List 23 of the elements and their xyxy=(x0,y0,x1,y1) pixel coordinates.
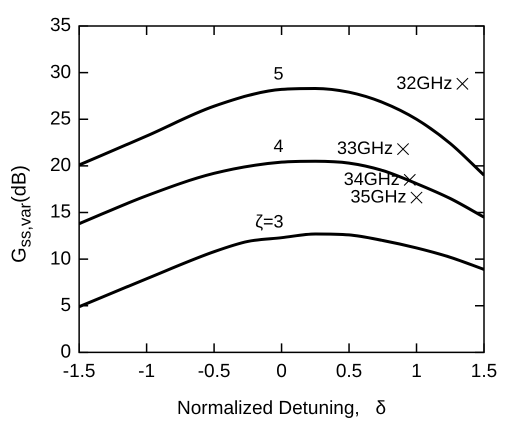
annotation: 32GHz xyxy=(396,72,452,93)
annotation: 34GHz xyxy=(344,168,400,189)
x-tick-label: 1 xyxy=(411,361,422,382)
y-tick-label: 30 xyxy=(50,62,72,83)
annotation: 33GHz xyxy=(336,138,394,158)
x-tick-label: 0 xyxy=(276,361,287,382)
x-tick-label: -0.5 xyxy=(198,361,230,382)
x-tick-label: -1.5 xyxy=(62,361,96,382)
annotation: 35GHz xyxy=(350,186,407,207)
y-tick-label: 20 xyxy=(50,155,72,176)
x-tick-label: 0.5 xyxy=(336,361,362,382)
x-tick-label: 1.5 xyxy=(470,361,498,382)
series-label: 4 xyxy=(274,136,284,156)
y-tick-label: 10 xyxy=(50,248,72,270)
y-tick-label: 35 xyxy=(50,15,72,36)
series-label: 5 xyxy=(274,63,284,84)
y-tick-label: 25 xyxy=(50,108,72,130)
series-label: ζ=3 xyxy=(255,212,284,232)
y-tick-label: 15 xyxy=(50,202,72,223)
x-axis-title: Normalized Detuning, δ xyxy=(177,398,386,419)
x-tick-label: -1 xyxy=(138,361,156,382)
y-tick-label: 5 xyxy=(60,295,72,316)
y-tick-label: 0 xyxy=(60,342,72,363)
